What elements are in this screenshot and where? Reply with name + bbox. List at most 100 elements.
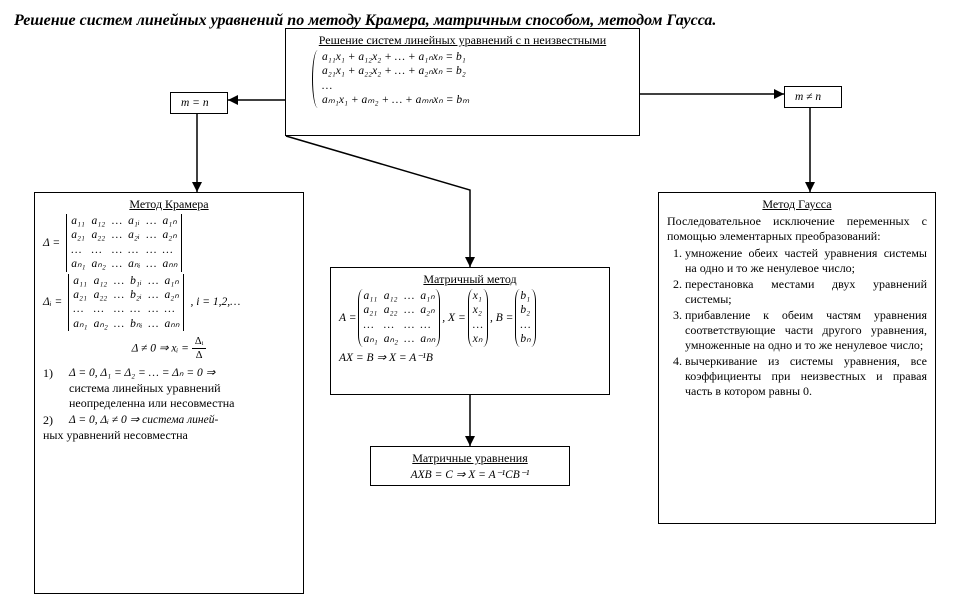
matrix-cell: aₙ₂ xyxy=(92,257,106,271)
matrix-cell: a₁ₙ xyxy=(165,274,180,288)
A-matrix: a₁₁a₁₂…a₁ₙa₂₁a₂₂…a₂ₙ…………aₙ₁aₙ₂…aₙₙ xyxy=(358,289,440,347)
system-row: a₂₁x₁ + a₂₂x₂ + … + a₂ₙxₙ = b₂ xyxy=(322,64,469,78)
matrix-method-solve: AX = B ⇒ X = A⁻¹B xyxy=(339,351,601,365)
matrix-cell: a₂₂ xyxy=(94,288,108,302)
matrix-cell: aₙᵢ xyxy=(128,257,140,271)
matrix-cell: a₁ᵢ xyxy=(128,214,140,228)
matrix-cell: … xyxy=(404,303,414,317)
matrix-cell: aₙₙ xyxy=(163,257,178,271)
box-matrix-method: Матричный метод A = a₁₁a₁₂…a₁ₙa₂₁a₂₂…a₂ₙ… xyxy=(330,267,610,395)
cramer-case1-eq: Δ = 0, Δ₁ = Δ₂ = … = Δₙ = 0 ⇒ xyxy=(69,366,295,380)
matrix-cell: a₁₂ xyxy=(92,214,106,228)
matrix-cell: … xyxy=(520,318,530,332)
matrix-cell: … xyxy=(146,257,156,271)
box-gauss: Метод Гаусса Последовательное исключение… xyxy=(658,192,936,524)
B-matrix: b₁b₂…bₙ xyxy=(515,289,535,347)
matrix-cell: a₂ₙ xyxy=(420,303,435,317)
X-eq: , X = xyxy=(442,311,465,325)
matrix-cell: … xyxy=(114,288,124,302)
gauss-heading: Метод Гаусса xyxy=(667,197,927,212)
matrix-cell: a₂₁ xyxy=(73,288,87,302)
matrix-cell: a₂ₙ xyxy=(163,228,178,242)
system-row: … xyxy=(322,79,469,93)
cramer-case2-eq: Δ = 0, Δᵢ ≠ 0 ⇒ система линей- xyxy=(69,413,218,428)
frac-top: Δᵢ xyxy=(192,335,206,349)
matrix-method-heading: Матричный метод xyxy=(339,272,601,287)
matrix-cell: … xyxy=(148,317,158,331)
matrix-cell: x₂ xyxy=(473,303,483,317)
B-eq: , B = xyxy=(490,311,513,325)
matrix-cell: a₁ₙ xyxy=(163,214,178,228)
matrix-cell: … xyxy=(128,243,140,257)
label-m-ne-n: m ≠ n xyxy=(795,91,821,103)
matrix-cell: b₁ xyxy=(520,289,530,303)
frac-bot: Δ xyxy=(193,349,206,362)
gauss-step: перестановка местами двух уравнений сист… xyxy=(685,277,927,307)
delta-matrix: a₁₁a₁₂…a₁ᵢ…a₁ₙa₂₁a₂₂…a₂ᵢ…a₂ₙ………………aₙ₁aₙ₂… xyxy=(66,214,182,272)
delta-i-tail: , i = 1,2,… xyxy=(190,295,240,309)
matrix-cell: … xyxy=(114,274,124,288)
matrix-cell: … xyxy=(148,302,158,316)
matrix-cell: … xyxy=(112,214,122,228)
system-row: aₘ₁x₁ + aₘ₂ + … + aₘₙxₙ = bₘ xyxy=(322,93,469,107)
matrix-cell: … xyxy=(473,318,483,332)
matrix-cell: a₂₁ xyxy=(363,303,377,317)
matrix-cell: … xyxy=(404,289,414,303)
X-matrix: x₁x₂…xₙ xyxy=(468,289,488,347)
cramer-case2-num: 2) xyxy=(43,413,53,428)
matrix-eq-heading: Матричные уравнения xyxy=(379,451,561,466)
box-matrix-equations: Матричные уравнения AXB = C ⇒ X = A⁻¹CB⁻… xyxy=(370,446,570,486)
system-row: a₁₁x₁ + a₁₂x₂ + … + a₁ₙxₙ = b₁ xyxy=(322,50,469,64)
matrix-cell: … xyxy=(420,318,435,332)
matrix-cell: aₙ₁ xyxy=(71,257,85,271)
matrix-cell: … xyxy=(146,228,156,242)
matrix-cell: x₁ xyxy=(473,289,483,303)
A-eq: A = xyxy=(339,311,356,325)
matrix-cell: b₂ xyxy=(520,303,530,317)
matrix-cell: … xyxy=(384,318,398,332)
matrix-cell: a₂ₙ xyxy=(165,288,180,302)
label-m-eq-n: m = n xyxy=(181,97,209,109)
matrix-cell: … xyxy=(112,257,122,271)
box-system: Решение систем линейных уравнений с n не… xyxy=(285,28,640,136)
cramer-case2-tail: ных уравнений несовместна xyxy=(43,428,295,443)
matrix-cell: … xyxy=(92,243,106,257)
matrix-cell: … xyxy=(112,243,122,257)
matrix-cell: bₙ xyxy=(520,332,530,346)
matrix-eq-line: AXB = C ⇒ X = A⁻¹CB⁻¹ xyxy=(379,468,561,482)
matrix-cell: … xyxy=(114,302,124,316)
gauss-step: умножение обеих частей уравнения системы… xyxy=(685,246,927,276)
matrix-cell: … xyxy=(146,243,156,257)
gauss-step: вычеркивание из системы уравнения, все к… xyxy=(685,354,927,399)
matrix-cell: … xyxy=(146,214,156,228)
cramer-case1-num: 1) xyxy=(43,366,53,410)
cramer-nonzero: Δ ≠ 0 ⇒ xᵢ = xyxy=(132,342,189,354)
matrix-cell: a₁ₙ xyxy=(420,289,435,303)
matrix-cell: aₙ₂ xyxy=(384,332,398,346)
matrix-cell: b₂ᵢ xyxy=(130,288,142,302)
delta-i-label: Δᵢ = xyxy=(43,295,62,309)
matrix-cell: a₁₁ xyxy=(363,289,377,303)
matrix-cell: … xyxy=(114,317,124,331)
matrix-cell: … xyxy=(130,302,142,316)
matrix-cell: … xyxy=(112,228,122,242)
matrix-cell: … xyxy=(94,302,108,316)
matrix-cell: … xyxy=(148,288,158,302)
matrix-cell: xₙ xyxy=(473,332,483,346)
matrix-cell: … xyxy=(165,302,180,316)
matrix-cell: … xyxy=(73,302,87,316)
gauss-step: прибавление к обеим частям уравнения соо… xyxy=(685,308,927,353)
system-heading: Решение систем линейных уравнений с n не… xyxy=(294,33,631,48)
matrix-cell: a₂₁ xyxy=(71,228,85,242)
gauss-steps: умножение обеих частей уравнения системы… xyxy=(667,246,927,399)
matrix-cell: a₂ᵢ xyxy=(128,228,140,242)
gauss-intro: Последовательное исключение переменных с… xyxy=(667,214,927,244)
delta-i-matrix: a₁₁a₁₂…b₁ᵢ…a₁ₙa₂₁a₂₂…b₂ᵢ…a₂ₙ………………aₙ₁aₙ₂… xyxy=(68,274,184,332)
matrix-cell: a₂₂ xyxy=(92,228,106,242)
matrix-cell: a₁₁ xyxy=(71,214,85,228)
box-cramer: Метод Крамера Δ = a₁₁a₁₂…a₁ᵢ…a₁ₙa₂₁a₂₂…a… xyxy=(34,192,304,594)
cramer-case1-text: система линейных уравнений неопределенна… xyxy=(69,381,295,411)
brace-icon xyxy=(312,50,318,108)
matrix-cell: a₁₁ xyxy=(73,274,87,288)
matrix-cell: aₙ₁ xyxy=(73,317,87,331)
